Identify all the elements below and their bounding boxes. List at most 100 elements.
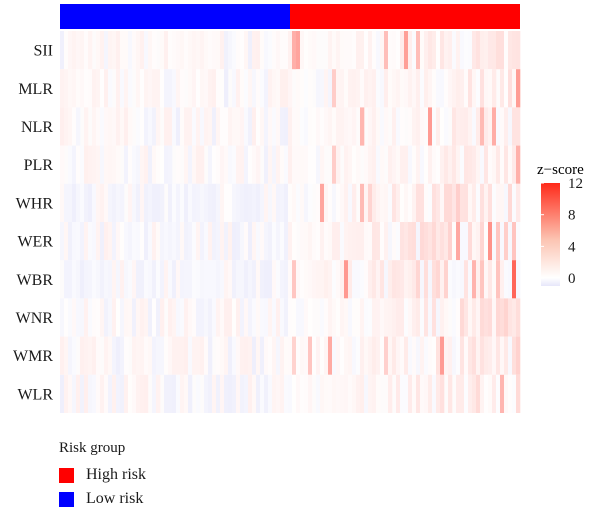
heatmap-cell — [308, 107, 313, 146]
heatmap-cell — [72, 336, 77, 375]
heatmap-cell — [104, 260, 109, 299]
heatmap-cell — [304, 298, 309, 337]
heatmap-cell — [412, 69, 417, 108]
heatmap-cell — [416, 31, 421, 70]
heatmap-cell — [436, 183, 441, 222]
heatmap-cell — [340, 336, 345, 375]
heatmap-cell — [100, 374, 105, 413]
heatmap-cell — [260, 336, 265, 375]
heatmap-cell — [372, 298, 377, 337]
heatmap-cell — [308, 222, 313, 261]
heatmap-cell — [448, 374, 453, 413]
heatmap-cell — [64, 260, 69, 299]
heatmap-cell — [428, 222, 433, 261]
heatmap-cell — [244, 260, 249, 299]
heatmap-cell — [264, 336, 269, 375]
heatmap-cell — [104, 183, 109, 222]
heatmap-cell — [396, 374, 401, 413]
heatmap-cell — [396, 222, 401, 261]
heatmap-cell — [92, 69, 97, 108]
heatmap-cell — [308, 298, 313, 337]
heatmap-cell — [412, 222, 417, 261]
heatmap-cell — [440, 222, 445, 261]
heatmap-cell — [116, 183, 121, 222]
heatmap-cell — [492, 260, 497, 299]
heatmap-cell — [180, 107, 185, 146]
heatmap-cell — [476, 260, 481, 299]
heatmap-cell — [68, 69, 73, 108]
heatmap-cell — [404, 298, 409, 337]
heatmap-cell — [312, 107, 317, 146]
heatmap-cell — [476, 374, 481, 413]
heatmap-cell — [452, 107, 457, 146]
heatmap-cell — [292, 183, 297, 222]
heatmap-cell — [488, 145, 493, 184]
heatmap-cell — [460, 298, 465, 337]
heatmap-cell — [412, 298, 417, 337]
heatmap-cell — [132, 298, 137, 337]
heatmap-cell — [240, 107, 245, 146]
heatmap-cell — [444, 298, 449, 337]
heatmap-cell — [128, 222, 133, 261]
heatmap-cell — [124, 31, 129, 70]
heatmap-cell — [340, 222, 345, 261]
heatmap-cell — [148, 145, 153, 184]
heatmap-cell — [264, 31, 269, 70]
heatmap-cell — [376, 145, 381, 184]
heatmap-cell — [432, 145, 437, 184]
heatmap-cell — [324, 260, 329, 299]
heatmap-cell — [492, 222, 497, 261]
heatmap-cell — [136, 298, 141, 337]
heatmap-cell — [428, 374, 433, 413]
heatmap-cell — [424, 336, 429, 375]
heatmap-cell — [420, 374, 425, 413]
heatmap-cell — [244, 336, 249, 375]
heatmap-cell — [200, 183, 205, 222]
heatmap-cell — [372, 69, 377, 108]
heatmap-cell — [320, 298, 325, 337]
heatmap-cell — [456, 336, 461, 375]
heatmap-cell — [372, 31, 377, 70]
heatmap-cell — [236, 298, 241, 337]
heatmap-cell — [112, 260, 117, 299]
heatmap-cell — [368, 107, 373, 146]
annotation-segment-low-risk — [60, 4, 290, 29]
heatmap-cell — [476, 145, 481, 184]
heatmap-cell — [324, 374, 329, 413]
heatmap-cell — [360, 31, 365, 70]
heatmap-cell — [76, 31, 81, 70]
heatmap-cell — [176, 222, 181, 261]
heatmap-cell — [404, 69, 409, 108]
heatmap-cell — [296, 336, 301, 375]
heatmap-cell — [112, 222, 117, 261]
heatmap-cell — [236, 31, 241, 70]
heatmap-cell — [460, 260, 465, 299]
heatmap-cell — [96, 374, 101, 413]
heatmap-cell — [408, 374, 413, 413]
heatmap-cell — [212, 260, 217, 299]
heatmap-cell — [256, 69, 261, 108]
heatmap-cell — [280, 298, 285, 337]
heatmap-cell — [328, 374, 333, 413]
heatmap-cell — [484, 107, 489, 146]
heatmap-cell — [308, 336, 313, 375]
heatmap-cell — [80, 222, 85, 261]
heatmap-cell — [440, 69, 445, 108]
heatmap-cell — [400, 222, 405, 261]
heatmap-cell — [496, 222, 501, 261]
heatmap-cell — [320, 336, 325, 375]
row-label-nlr: NLR — [21, 119, 53, 136]
heatmap-cell — [492, 374, 497, 413]
heatmap-cell — [396, 145, 401, 184]
heatmap-cell — [304, 69, 309, 108]
heatmap-cell — [268, 260, 273, 299]
heatmap-cell — [244, 183, 249, 222]
heatmap-cell — [364, 222, 369, 261]
heatmap-cell — [176, 260, 181, 299]
heatmap-cell — [220, 183, 225, 222]
heatmap-cell — [432, 69, 437, 108]
heatmap-cell — [284, 222, 289, 261]
heatmap-cell — [192, 336, 197, 375]
heatmap-cell — [392, 31, 397, 70]
heatmap-cell — [424, 69, 429, 108]
